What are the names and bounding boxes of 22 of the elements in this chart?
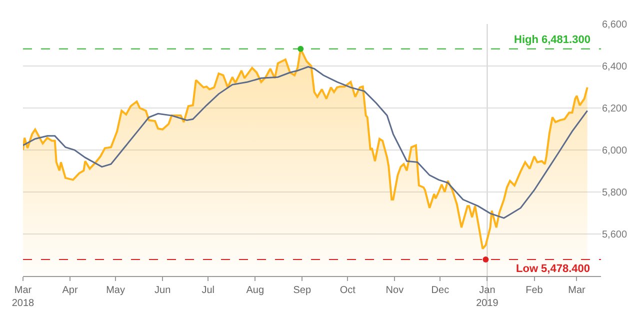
x-tick-label: Aug bbox=[246, 285, 264, 296]
line-series bbox=[23, 66, 588, 219]
ref-line-label: High 6,481.300 bbox=[514, 34, 590, 46]
x-tick-label: Apr bbox=[62, 285, 78, 296]
y-tick-label: 5,600 bbox=[602, 230, 628, 240]
y-tick-label: 5,800 bbox=[602, 188, 628, 198]
x-tick-label: Dec bbox=[431, 285, 450, 296]
x-tick-label: Oct bbox=[340, 285, 356, 296]
x-tick-label: Jan 2019 bbox=[476, 285, 499, 309]
y-tick-label: 6,600 bbox=[602, 20, 628, 30]
x-tick-label: Mar 2018 bbox=[12, 285, 35, 309]
x-tick-label: May bbox=[106, 285, 125, 296]
x-tick-label: Jul bbox=[202, 285, 214, 296]
x-tick-label: Nov bbox=[386, 285, 404, 296]
x-tick-label: Sep bbox=[293, 285, 312, 296]
y-tick-label: 6,000 bbox=[602, 146, 628, 156]
y-tick-label: 6,200 bbox=[602, 104, 628, 114]
x-tick-label: Feb bbox=[526, 285, 544, 296]
ref-line-label: Low 5,478.400 bbox=[516, 263, 590, 275]
x-tick-label: Mar bbox=[568, 285, 586, 296]
x-tick-label: Jun bbox=[154, 285, 171, 296]
y-tick-label: 6,400 bbox=[602, 62, 628, 72]
